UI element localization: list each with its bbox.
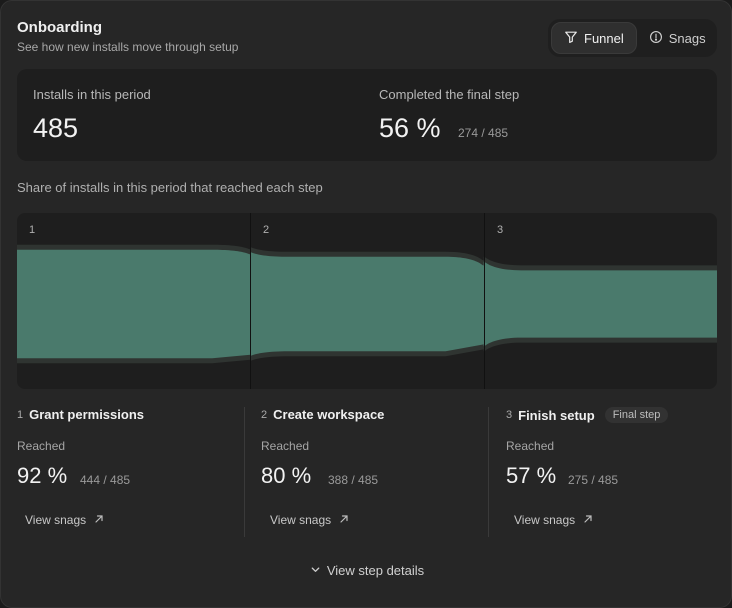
chart-step-label-1: 1 xyxy=(29,224,36,236)
funnel-tab-label: Funnel xyxy=(584,30,624,46)
step-reached-label-2: Reached xyxy=(261,439,310,453)
step-divider xyxy=(488,407,489,537)
view-snags-link-1[interactable]: View snags xyxy=(25,513,104,527)
completed-fraction: 274 / 485 xyxy=(458,126,509,140)
step-heading-3: 3 Finish setup Final step xyxy=(506,407,669,423)
view-snags-label-3: View snags xyxy=(514,513,576,527)
step-heading-1: 1 Grant permissions xyxy=(17,407,144,422)
step-fraction-1: 444 / 485 xyxy=(80,473,131,487)
alert-circle-icon xyxy=(649,30,663,47)
step-item-2: 2 Create workspace Reached 80 % 388 / 48… xyxy=(261,399,486,537)
installs-label: Installs in this period xyxy=(33,87,151,102)
details-row: View step details xyxy=(1,563,732,578)
arrow-up-right-icon xyxy=(94,513,104,527)
view-snags-label-2: View snags xyxy=(270,513,332,527)
chart-step-label-2: 2 xyxy=(263,224,270,236)
card-title: Onboarding xyxy=(17,19,102,36)
snags-tab-label: Snags xyxy=(668,30,706,46)
step-index-1: 1 xyxy=(17,408,24,421)
step-percent-1: 92 % xyxy=(17,463,68,488)
step-heading-2: 2 Create workspace xyxy=(261,407,384,422)
funnel-band xyxy=(17,249,717,359)
final-step-badge: Final step xyxy=(604,407,669,423)
step-percent-3: 57 % xyxy=(506,463,557,488)
view-step-details-button[interactable]: View step details xyxy=(310,563,424,578)
completed-label: Completed the final step xyxy=(379,87,520,102)
step-name-2: Create workspace xyxy=(273,407,385,422)
summary-panel: Installs in this period 485 Completed th… xyxy=(17,69,717,161)
step-index-3: 3 xyxy=(506,409,513,421)
view-snags-link-3[interactable]: View snags xyxy=(514,513,593,527)
step-name-1: Grant permissions xyxy=(29,407,144,422)
step-percent-2: 80 % xyxy=(261,463,312,488)
step-reached-label-1: Reached xyxy=(17,439,66,453)
funnel-icon xyxy=(564,30,578,47)
funnel-tab[interactable]: Funnel xyxy=(551,22,637,54)
arrow-up-right-icon xyxy=(583,513,593,527)
chevron-down-icon xyxy=(310,563,321,578)
step-list: 1 Grant permissions Reached 92 % 444 / 4… xyxy=(1,399,732,539)
step-item-3: 3 Finish setup Final step Reached 57 % 2… xyxy=(506,399,721,537)
step-name-3: Finish setup xyxy=(518,407,595,423)
step-index-2: 2 xyxy=(261,408,268,421)
view-snags-link-2[interactable]: View snags xyxy=(270,513,349,527)
step-item-1: 1 Grant permissions Reached 92 % 444 / 4… xyxy=(17,399,242,537)
view-snags-label-1: View snags xyxy=(25,513,87,527)
snags-tab[interactable]: Snags xyxy=(637,22,718,54)
chart-step-label-3: 3 xyxy=(497,224,504,236)
step-fraction-3: 275 / 485 xyxy=(568,473,619,487)
step-divider xyxy=(244,407,245,537)
card-subtitle: See how new installs move through setup xyxy=(17,40,239,54)
chart-caption: Share of installs in this period that re… xyxy=(17,180,323,195)
installs-value: 485 xyxy=(33,113,79,143)
arrow-up-right-icon xyxy=(339,513,349,527)
step-reached-label-3: Reached xyxy=(506,439,555,453)
funnel-chart-svg xyxy=(17,213,717,389)
view-toggle: Funnel Snags xyxy=(548,19,717,57)
completed-value: 56 % xyxy=(379,113,441,143)
funnel-chart: 1 2 3 xyxy=(17,213,717,389)
view-step-details-label: View step details xyxy=(326,563,425,578)
step-fraction-2: 388 / 485 xyxy=(328,473,379,487)
